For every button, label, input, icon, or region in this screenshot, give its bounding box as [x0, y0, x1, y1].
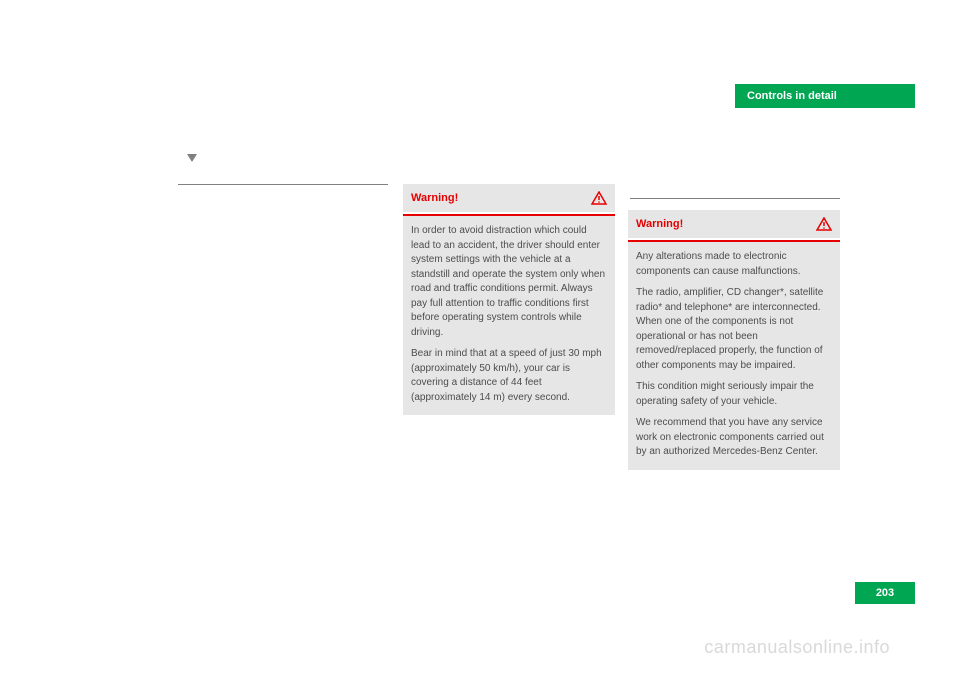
warning-header: Warning!: [628, 210, 840, 238]
warning-body: In order to avoid distraction which coul…: [403, 216, 615, 415]
column-rule-right: [630, 198, 840, 199]
warning-paragraph: Bear in mind that at a speed of just 30 …: [411, 347, 607, 405]
warning-paragraph: This condition might seriously impair th…: [636, 380, 832, 409]
watermark-text: carmanualsonline.info: [704, 637, 890, 658]
warning-box-2: Warning! Any alterations made to electro…: [628, 210, 840, 460]
column-rule-left: [178, 184, 388, 185]
manual-page: Controls in detail Warning! In order to …: [0, 0, 960, 678]
warning-paragraph: The radio, amplifier, CD changer*, satel…: [636, 286, 832, 373]
warning-paragraph: Any alterations made to electronic compo…: [636, 250, 832, 279]
warning-title: Warning!: [636, 218, 683, 230]
page-number-value: 203: [876, 587, 894, 599]
warning-body: Any alterations made to electronic compo…: [628, 242, 840, 470]
section-tab: Controls in detail: [735, 84, 915, 108]
warning-box-1: Warning! In order to avoid distraction w…: [403, 184, 615, 407]
section-marker-icon: [187, 154, 197, 162]
warning-triangle-icon: [591, 191, 607, 205]
warning-title: Warning!: [411, 192, 458, 204]
warning-paragraph: In order to avoid distraction which coul…: [411, 224, 607, 340]
section-tab-label: Controls in detail: [747, 90, 837, 102]
warning-paragraph: We recommend that you have any service w…: [636, 416, 832, 460]
warning-header: Warning!: [403, 184, 615, 212]
page-number: 203: [855, 582, 915, 604]
warning-triangle-icon: [816, 217, 832, 231]
